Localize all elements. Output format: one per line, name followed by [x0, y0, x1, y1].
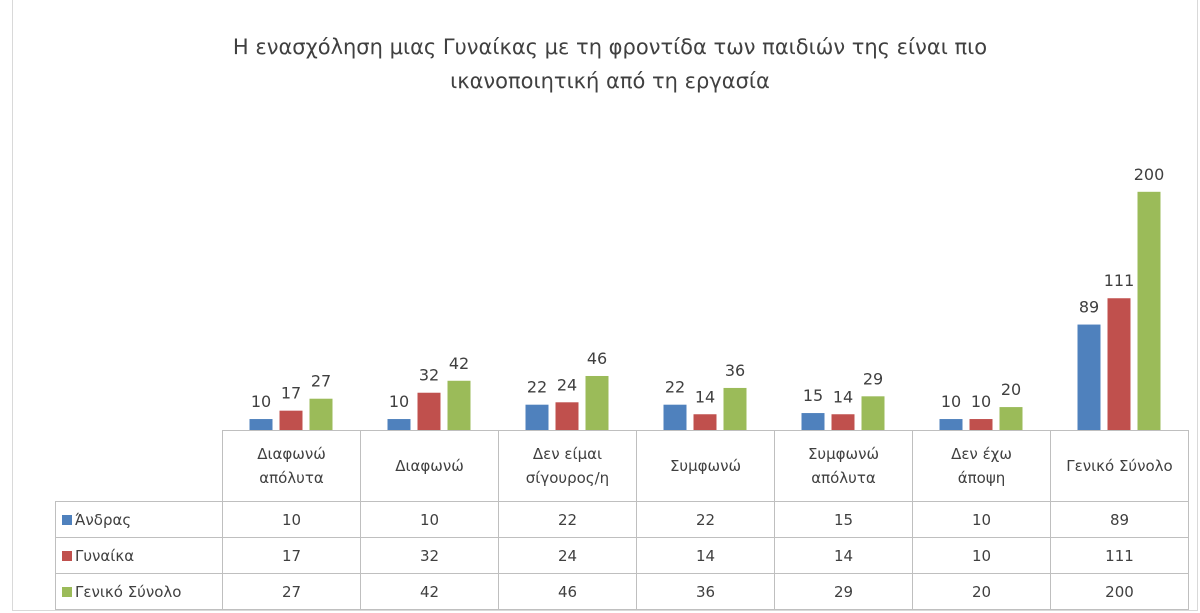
table-header-cell: Συμφωνώ [636, 430, 775, 502]
bar [417, 392, 441, 431]
legend-key [62, 586, 72, 597]
data-label: 29 [863, 369, 883, 388]
table-header-row: Διαφωνώ απόλυτα Διαφωνώ Δεν είμαι σίγουρος… [55, 430, 1189, 502]
table-value: 27 [222, 573, 361, 610]
bar [831, 414, 855, 431]
bar [1137, 191, 1161, 431]
data-label: 200 [1134, 165, 1165, 184]
bar [309, 398, 333, 431]
table-value: 20 [912, 573, 1051, 610]
data-table: Διαφωνώ απόλυτα Διαφωνώ Δεν είμαι σίγουρος… [55, 430, 1189, 610]
bar [999, 407, 1023, 431]
category-label: Δεν έχω άποψη [951, 445, 1012, 487]
data-label: 10 [971, 392, 991, 411]
bar [801, 413, 825, 431]
table-value: 14 [774, 537, 913, 574]
bar [969, 419, 993, 431]
chart-title: Η ενασχόληση μιας Γυναίκας με τη φροντίδ… [232, 35, 988, 93]
data-label: 27 [311, 372, 331, 391]
bar [447, 380, 471, 431]
bar [525, 404, 549, 431]
table-value: 22 [636, 501, 775, 538]
data-label: 42 [449, 354, 469, 373]
data-label: 14 [695, 387, 715, 406]
data-label: 15 [803, 386, 823, 405]
table-header-cell: Δεν έχω άποψη [912, 430, 1051, 502]
table-header-cell: Διαφωνώ [360, 430, 499, 502]
table-value: 17 [222, 537, 361, 574]
legend-label: Γυναίκα [75, 546, 135, 565]
legend-label: Γενικό Σύνολο [75, 582, 182, 601]
category-label: Γενικό Σύνολο [1066, 457, 1173, 475]
table-corner [55, 430, 223, 502]
data-label: 20 [1001, 380, 1021, 399]
table-value: 10 [912, 501, 1051, 538]
data-label: 111 [1104, 271, 1135, 290]
category-label: Διαφωνώ [395, 457, 464, 475]
data-label: 89 [1079, 298, 1099, 317]
table-value: 42 [360, 573, 499, 610]
table-value: 200 [1050, 573, 1189, 610]
legend-label: Άνδρας [75, 510, 132, 529]
data-label: 10 [941, 392, 961, 411]
bar [555, 402, 579, 431]
table-value: 10 [912, 537, 1051, 574]
data-label: 10 [389, 392, 409, 411]
legend-cell: Άνδρας [55, 501, 223, 538]
bar [663, 404, 687, 431]
legend-key [62, 514, 72, 525]
table-row: Γενικό Σύνολο 27 42 46 36 29 20 200 [55, 573, 1189, 610]
table-value: 32 [360, 537, 499, 574]
bar [693, 414, 717, 431]
data-label: 36 [725, 361, 745, 380]
table-value: 22 [498, 501, 637, 538]
table-value: 46 [498, 573, 637, 610]
table-row: Άνδρας 10 10 22 22 15 10 89 [55, 501, 1189, 538]
chart-frame [12, 0, 1198, 611]
data-label: 10 [251, 392, 271, 411]
data-label: 22 [665, 378, 685, 397]
data-label: 24 [557, 375, 577, 394]
category-label: Διαφωνώ απόλυτα [257, 445, 326, 487]
table-value: 10 [222, 501, 361, 538]
table-value: 14 [636, 537, 775, 574]
table-value: 36 [636, 573, 775, 610]
table-value: 29 [774, 573, 913, 610]
table-header-cell: Διαφωνώ απόλυτα [222, 430, 361, 502]
table-header-cell: Δεν είμαι σίγουρος/η [498, 430, 637, 502]
data-label: 17 [281, 384, 301, 403]
table-value: 15 [774, 501, 913, 538]
bar [723, 387, 747, 431]
category-label: Συμφωνώ [669, 457, 742, 475]
category-label: Δεν είμαι σίγουρος/η [525, 445, 610, 487]
data-label: 46 [587, 349, 607, 368]
legend-key [62, 550, 72, 561]
table-value: 89 [1050, 501, 1189, 538]
bar [585, 375, 609, 431]
table-header-cell: Συμφωνώ απόλυτα [774, 430, 913, 502]
table-row: Γυναίκα 17 32 24 14 14 10 111 [55, 537, 1189, 574]
category-label: Συμφωνώ απόλυτα [807, 445, 880, 487]
bar [1077, 324, 1101, 431]
data-label: 14 [833, 387, 853, 406]
data-label: 32 [419, 366, 439, 385]
bar [249, 419, 273, 431]
bar [861, 396, 885, 431]
table-value: 111 [1050, 537, 1189, 574]
bar [1107, 298, 1131, 431]
data-label: 22 [527, 378, 547, 397]
table-header-cell: Γενικό Σύνολο [1050, 430, 1189, 502]
bar [939, 419, 963, 431]
bar [387, 419, 411, 431]
table-value: 10 [360, 501, 499, 538]
table-value: 24 [498, 537, 637, 574]
legend-cell: Γενικό Σύνολο [55, 573, 223, 610]
legend-cell: Γυναίκα [55, 537, 223, 574]
bar [279, 410, 303, 431]
